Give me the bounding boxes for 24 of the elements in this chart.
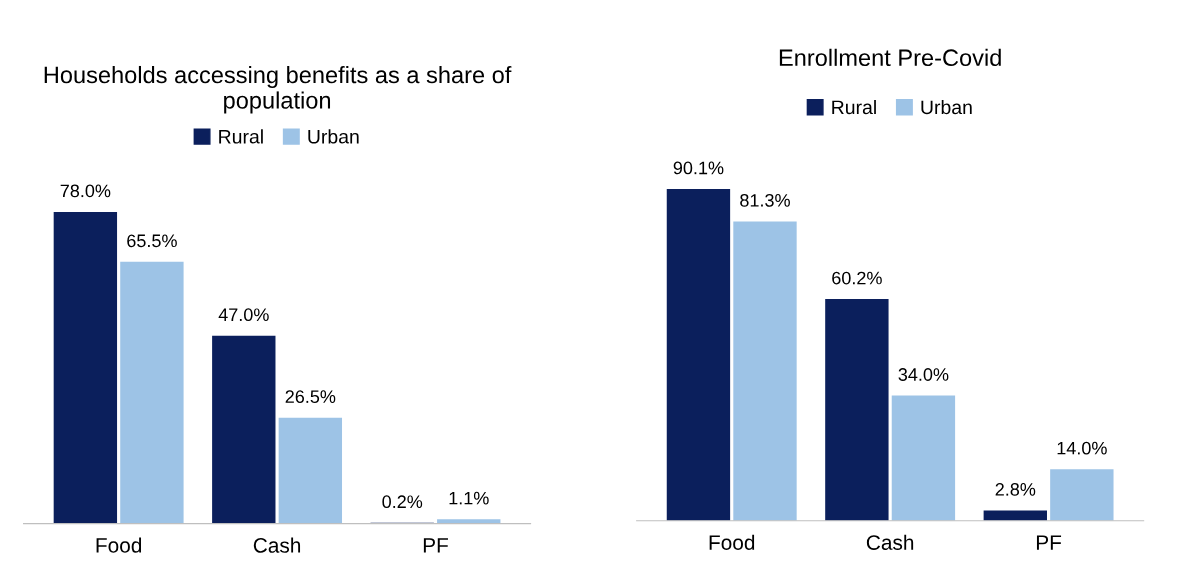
chart-title: Enrollment Pre-Covid — [779, 48, 1001, 67]
data-label: 60.2% — [832, 271, 882, 285]
data-label: 14.0% — [1057, 441, 1107, 455]
data-label: 65.5% — [127, 234, 177, 248]
x-tick-label: PF — [1036, 535, 1062, 550]
data-label: 2.8% — [995, 483, 1036, 496]
data-label: 34.0% — [898, 368, 949, 381]
data-label: 0.2% — [382, 495, 423, 509]
x-tick-label: Food — [709, 534, 755, 550]
x-tick-label: Food — [96, 537, 142, 553]
legend-label: Rural — [832, 99, 876, 115]
legend-label: Urban — [308, 129, 359, 144]
data-label: 26.5% — [285, 390, 336, 404]
data-label: 78.0% — [60, 184, 111, 198]
chart-title: Households accessing benefits as a share of population — [44, 65, 512, 114]
data-label: 47.0% — [218, 308, 269, 322]
data-label: 90.1% — [673, 161, 724, 175]
legend-label: Urban — [921, 99, 972, 115]
legend-label: Rural — [219, 129, 263, 144]
data-label: 1.1% — [449, 491, 489, 505]
x-tick-label: Cash — [253, 537, 301, 553]
data-label: 81.3% — [740, 193, 790, 207]
x-tick-label: Cash — [866, 534, 914, 550]
x-tick-label: PF — [423, 538, 448, 553]
